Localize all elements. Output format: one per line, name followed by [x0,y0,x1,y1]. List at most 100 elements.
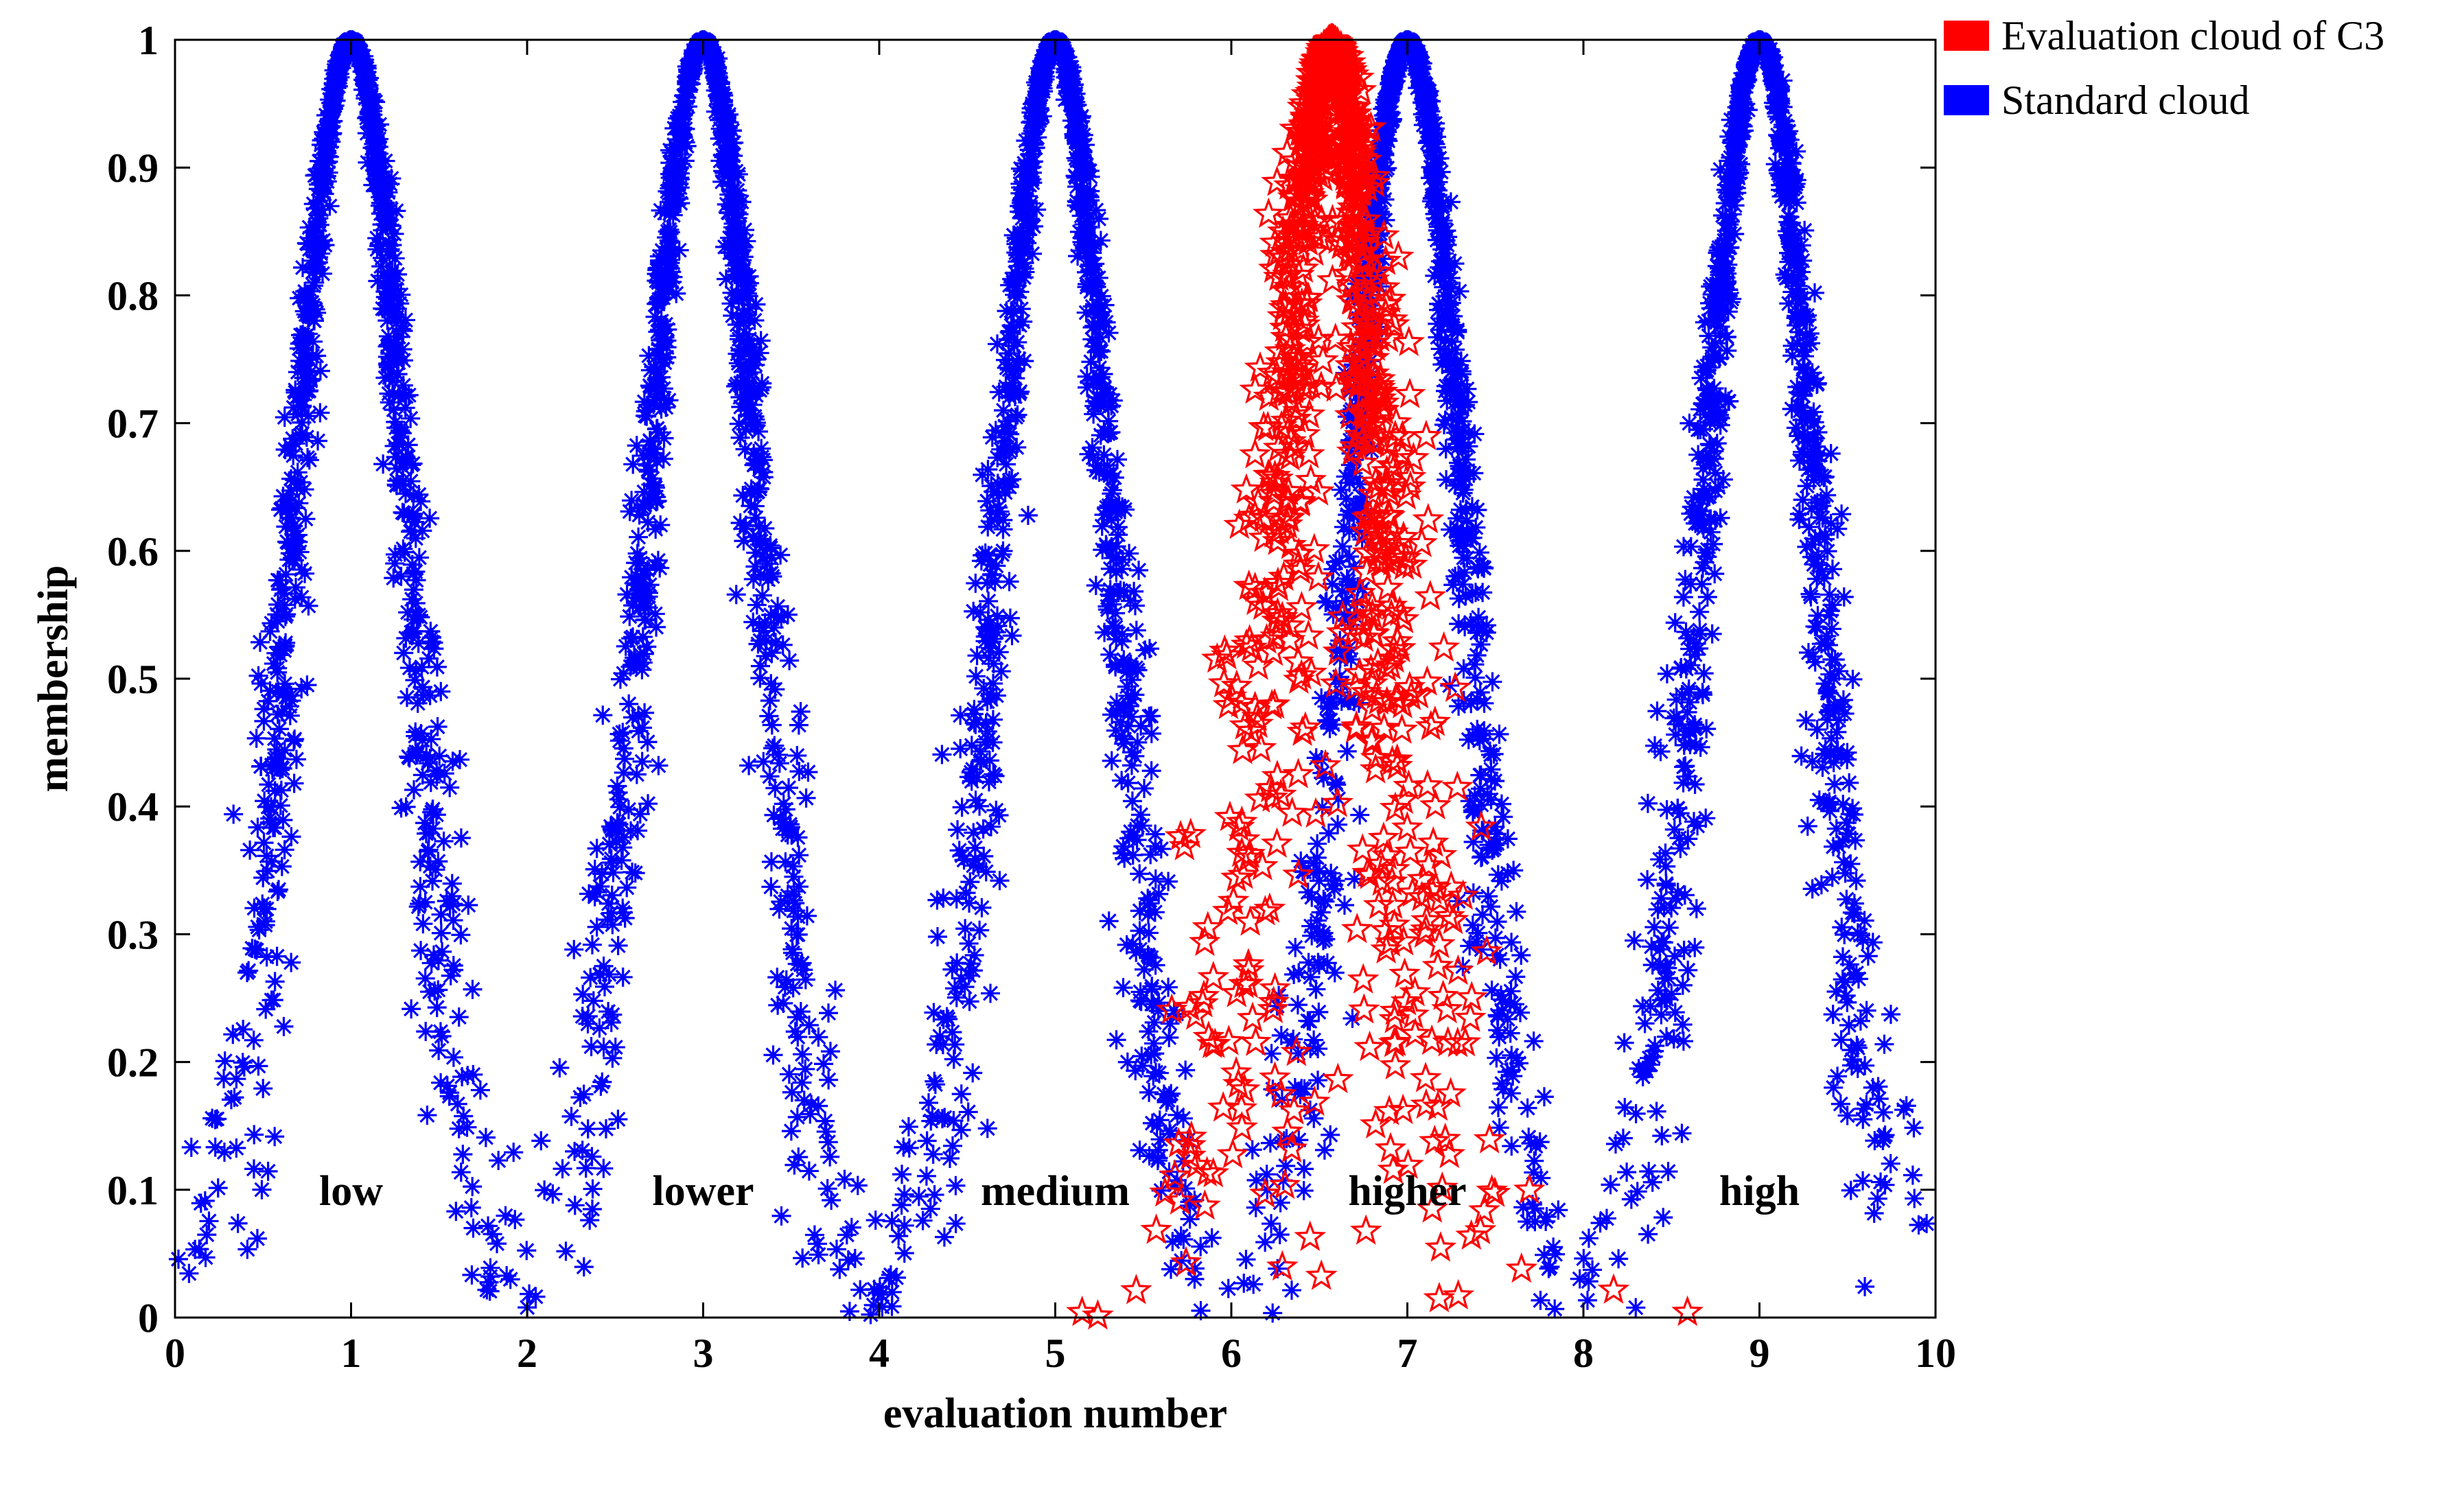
cloud-drop-standard [974,847,993,866]
cloud-drop-standard [1678,961,1697,980]
cloud-drop-standard [1335,896,1354,915]
cloud-drop-standard [684,47,703,67]
cloud-drop-standard [1673,976,1693,995]
cloud-drop-standard [1128,830,1147,850]
cloud-drop-standard [1701,390,1720,409]
cloud-drop-standard [463,1177,482,1196]
cloud-drop-standard [848,1176,868,1195]
cloud-drop-standard [1812,875,1831,894]
cloud-drop-standard [1824,1005,1843,1024]
cloud-drop-standard [244,1125,264,1144]
cloud-drop-standard [613,838,632,857]
cloud-drop-standard [1531,1291,1550,1310]
cloud-drop-standard [1105,619,1124,638]
cloud-drop-standard [409,897,428,916]
cloud-drop-standard [1146,902,1165,922]
cloud-drop-standard [819,1132,838,1151]
cloud-drop-standard [765,680,784,699]
cloud-drop-standard [1133,1056,1152,1075]
cloud-drop-standard [927,1035,946,1054]
cloud-drop-standard [1707,310,1726,329]
cloud-drop-standard [727,585,746,604]
cloud-drop-standard [259,775,278,794]
cloud-drop-standard [805,1226,824,1245]
cloud-drop-standard [1633,1062,1652,1081]
cloud-drop-standard [1441,279,1461,299]
cloud-drop-standard [248,818,267,837]
cloud-drop-standard [1822,619,1841,638]
cloud-drop-standard [1149,885,1168,904]
cloud-drop-standard [577,1158,596,1178]
cloud-drop-standard [1697,543,1716,562]
cloud-drop-standard [411,941,430,960]
cloud-drop-standard [964,823,983,842]
cloud-drop-standard [771,607,791,627]
cloud-drop-standard [1820,605,1839,624]
cloud-drop-standard [1131,716,1150,736]
cloud-drop-standard [1437,470,1456,489]
cloud-drop-standard [1448,379,1467,399]
cloud-drop-standard [1456,501,1476,520]
cloud-drop-standard [297,675,316,694]
cloud-drop-standard [787,1007,806,1027]
cloud-drop-standard [1149,1141,1168,1160]
cloud-drop-standard [434,832,454,851]
cloud-drop-standard [1651,1005,1671,1025]
cloud-drop-standard [1796,711,1815,730]
cloud-drop-standard [1795,429,1814,448]
cloud-drop-standard [1657,876,1676,895]
cloud-drop-standard [1684,812,1704,831]
cloud-drop-standard [1649,981,1668,1000]
cloud-drop-standard [431,682,450,701]
cloud-drop-standard [649,756,668,775]
cloud-drop-standard [1578,1291,1597,1310]
cloud-drop-standard [1651,954,1670,973]
cloud-drop-standard [351,47,370,66]
cloud-drop-standard [590,1018,609,1038]
cloud-drop-standard [1789,255,1809,274]
cloud-drop-standard [1693,502,1712,521]
cloud-drop-standard [462,1198,481,1217]
cloud-drop-standard [717,270,736,289]
cloud-drop-standard [384,296,403,316]
cloud-drop-standard [435,764,454,783]
cloud-drop-standard [1072,206,1091,225]
cloud-drop-standard [242,939,261,958]
cloud-drop-standard [1647,701,1666,721]
cloud-drop-standard [1107,1030,1126,1049]
cloud-drop-standard [952,1084,971,1103]
cloud-drop-standard [425,981,444,1001]
cloud-drop-standard [1325,880,1344,899]
cloud-drop-standard [1617,1162,1636,1182]
cloud-drop-standard [179,1264,198,1283]
cloud-drop-standard [206,1110,225,1129]
cloud-drop-standard [1471,683,1490,702]
cloud-drop-standard [976,631,995,651]
cloud-drop-standard [369,237,388,256]
cloud-drop-standard [1672,1124,1691,1143]
cloud-drop-standard [1474,721,1493,740]
cloud-drop-standard [1524,1031,1544,1051]
cloud-drop-standard [917,1167,936,1186]
cloud-drop-standard [1068,246,1087,266]
cloud-drop-standard [909,1186,929,1206]
cloud-drop-standard [1874,1103,1893,1122]
cloud-drop-standard [1638,1224,1658,1243]
cloud-drop-standard [1668,799,1687,818]
cloud-drop-standard [1452,476,1471,495]
cloud-drop-standard [732,238,752,257]
cloud-drop-standard [830,1260,849,1279]
cloud-drop-standard [282,691,301,710]
cloud-drop-standard [1294,1181,1314,1200]
cloud-drop-standard [1141,845,1160,864]
cloud-drop-standard [1805,617,1824,636]
cloud-drop-standard [765,779,784,798]
cloud-drop-standard [1708,434,1727,453]
cloud-drop-standard [281,953,301,972]
cloud-drop-standard [737,387,756,406]
cloud-drop-standard [1350,806,1369,825]
cloud-drop-standard [1443,575,1463,594]
cloud-drop-standard [1005,360,1024,379]
cloud-drop-standard [1874,1035,1894,1054]
cloud-drop-standard [745,497,765,516]
